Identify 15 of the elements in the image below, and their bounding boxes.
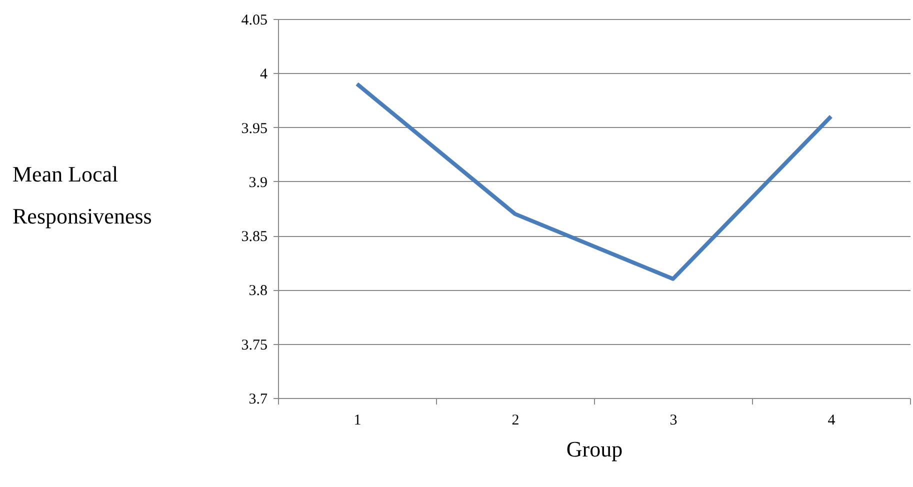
y-axis-title: Mean Local Responsiveness — [12, 162, 152, 228]
x-tick-label: 3 — [670, 412, 678, 428]
y-tick-label: 3.8 — [248, 283, 268, 300]
x-axis-title: Group — [566, 436, 623, 462]
y-tick-label: 4 — [260, 66, 268, 83]
y-tick-label: 3.75 — [241, 337, 268, 354]
x-tick-label: 4 — [828, 412, 836, 428]
y-tick-label: 4.05 — [241, 12, 268, 28]
x-tick-label: 2 — [512, 412, 520, 428]
y-tick-label: 3.9 — [248, 174, 268, 191]
y-tick-label: 3.95 — [241, 120, 268, 137]
y-tick-label: 3.85 — [241, 229, 268, 246]
line-series — [355, 82, 833, 281]
x-tick-label: 1 — [354, 412, 362, 428]
y-tick-label: 3.7 — [248, 392, 268, 408]
